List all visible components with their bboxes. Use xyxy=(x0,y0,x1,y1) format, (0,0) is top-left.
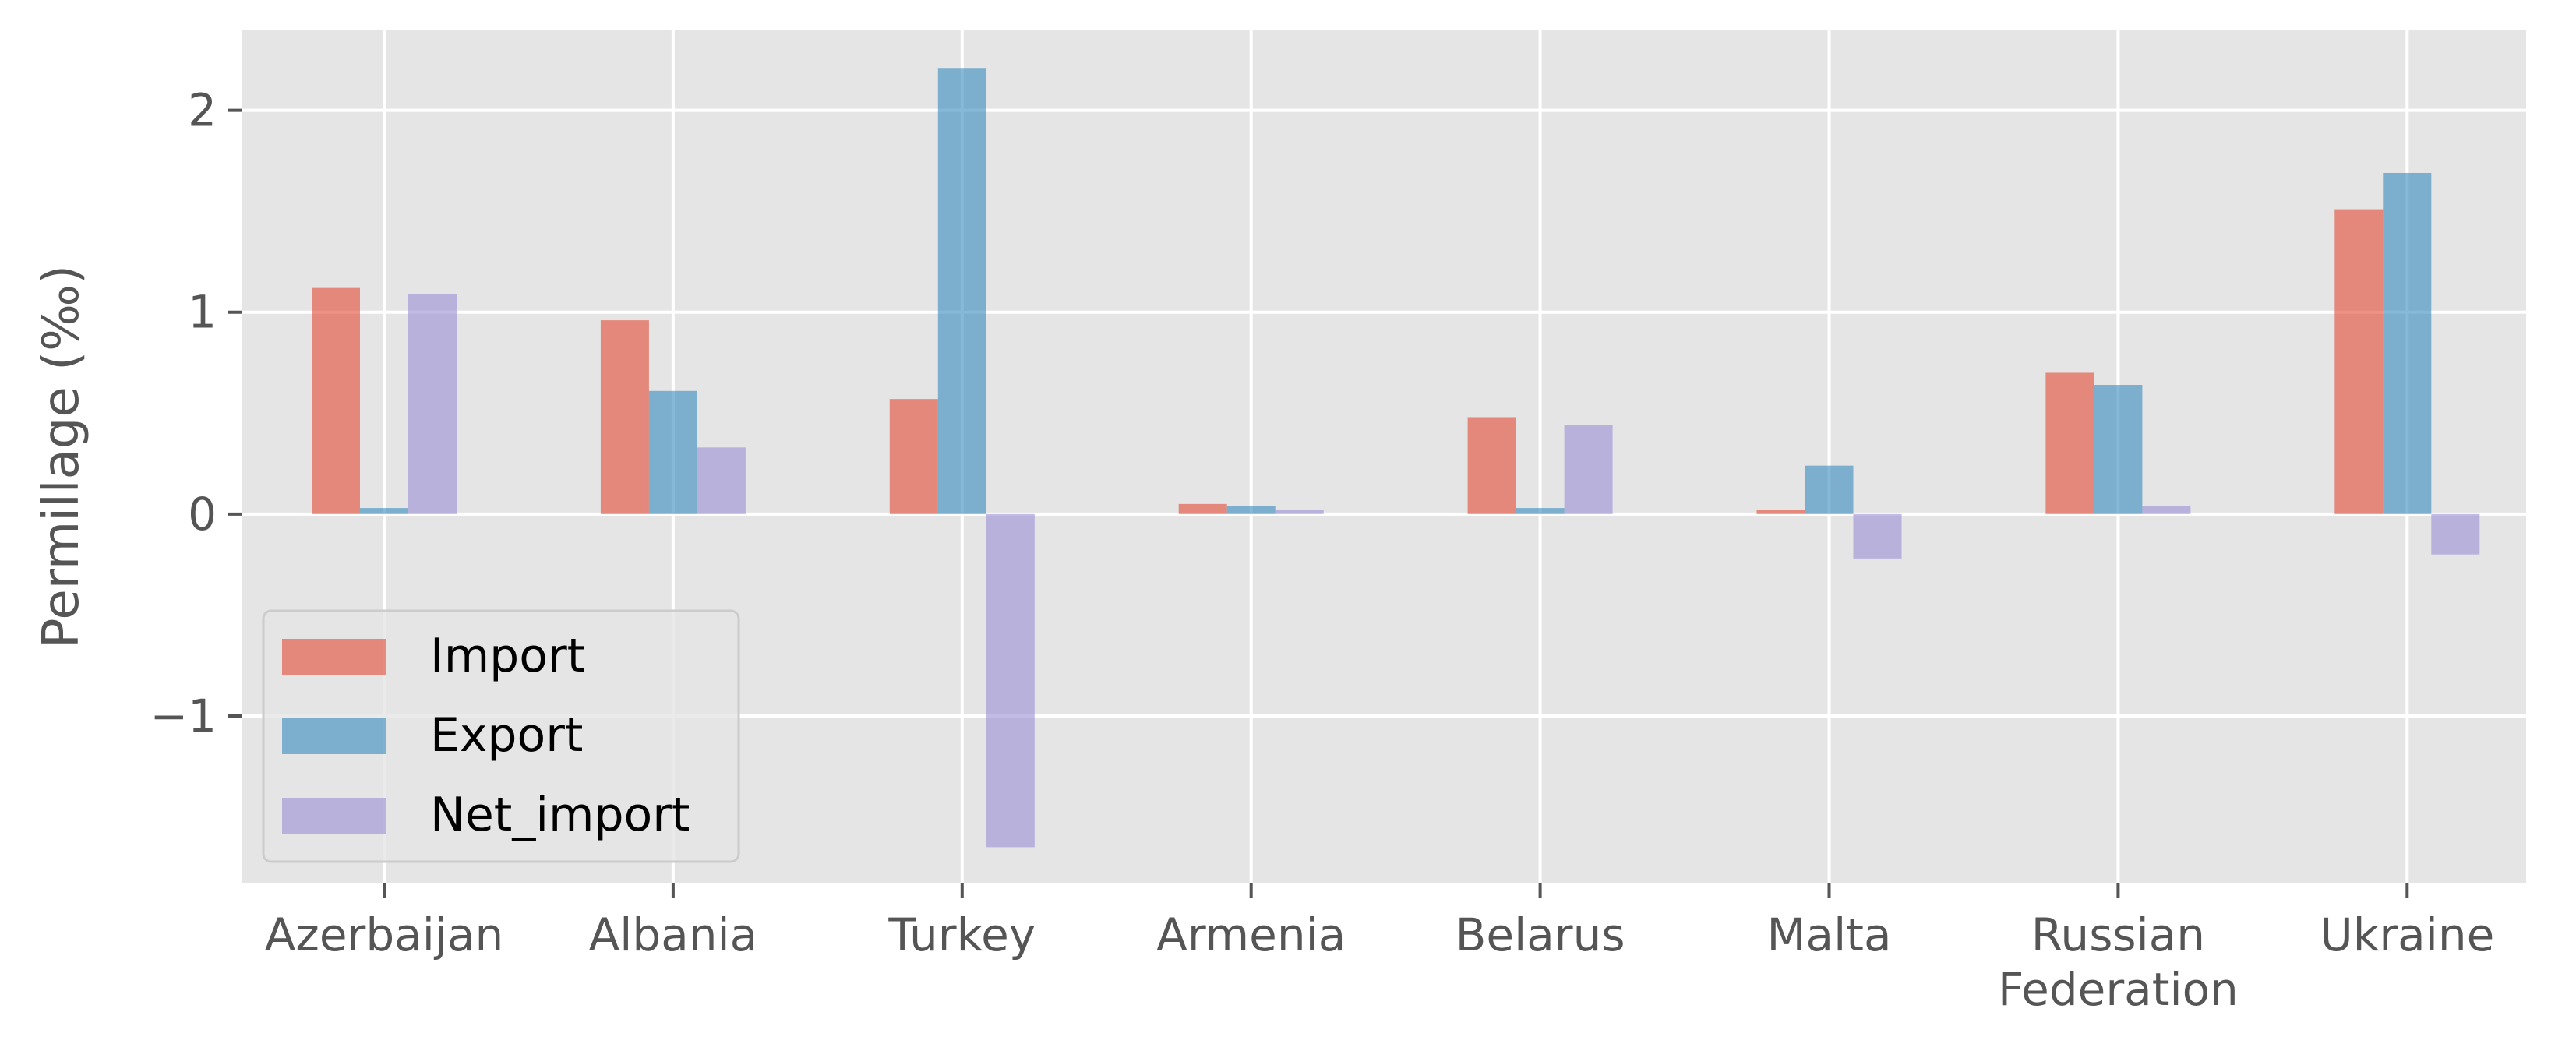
legend-swatch xyxy=(282,718,386,754)
y-axis-label: Permillage (‰) xyxy=(33,265,90,648)
bar-net-import xyxy=(697,447,746,514)
x-tick-label: Belarus xyxy=(1456,908,1625,961)
legend-swatch xyxy=(282,639,386,675)
bar-export xyxy=(648,390,697,514)
legend-swatch xyxy=(282,798,386,834)
legend: Import Export Net_import xyxy=(262,609,740,863)
bar-net-import xyxy=(986,513,1035,848)
bar-import xyxy=(2334,209,2384,514)
x-tick-label: Azerbaijan xyxy=(265,908,504,961)
bar-import xyxy=(312,287,360,514)
bar-export xyxy=(2383,172,2432,514)
y-tick-label: −1 xyxy=(150,689,217,742)
y-axis: −1 0 1 2 xyxy=(150,84,242,742)
bar-net-import xyxy=(2431,513,2480,555)
bar-import xyxy=(1756,510,1805,514)
legend-label: Export xyxy=(430,708,583,763)
x-tick-label: Russian xyxy=(2031,908,2205,961)
bar-net-import xyxy=(408,294,457,514)
bar-net-import xyxy=(1275,510,1324,514)
x-tick-label: Turkey xyxy=(887,908,1036,961)
bar-export xyxy=(2094,385,2143,514)
x-tick-label: Ukraine xyxy=(2320,908,2494,961)
bar-net-import xyxy=(2142,506,2191,514)
x-tick-label: Armenia xyxy=(1156,908,1346,961)
legend-label: Import xyxy=(430,629,585,683)
bar-import xyxy=(600,320,649,514)
x-tick-label: Malta xyxy=(1767,908,1892,961)
bar-export xyxy=(360,508,408,514)
bars xyxy=(312,68,2480,848)
bar-net-import xyxy=(1564,425,1613,514)
bar-export xyxy=(1516,508,1565,514)
x-tick-label: Federation xyxy=(1998,963,2239,1016)
bar-export xyxy=(1805,465,1854,514)
y-tick-label: 1 xyxy=(188,286,217,339)
bar-export xyxy=(1226,506,1276,514)
x-axis: Azerbaijan Albania Turkey Armenia Belarus Mal… xyxy=(265,883,2494,1016)
legend-label: Net_import xyxy=(430,788,690,842)
bar-import xyxy=(2045,372,2094,514)
bar-net-import xyxy=(1853,513,1902,559)
y-tick-label: 0 xyxy=(188,488,217,541)
x-tick-label: Albania xyxy=(589,908,758,961)
y-tick-label: 2 xyxy=(188,84,217,137)
bar-import xyxy=(1178,503,1227,514)
bar-import xyxy=(889,399,938,514)
bar-export xyxy=(937,68,986,514)
bar-import xyxy=(1467,417,1516,514)
